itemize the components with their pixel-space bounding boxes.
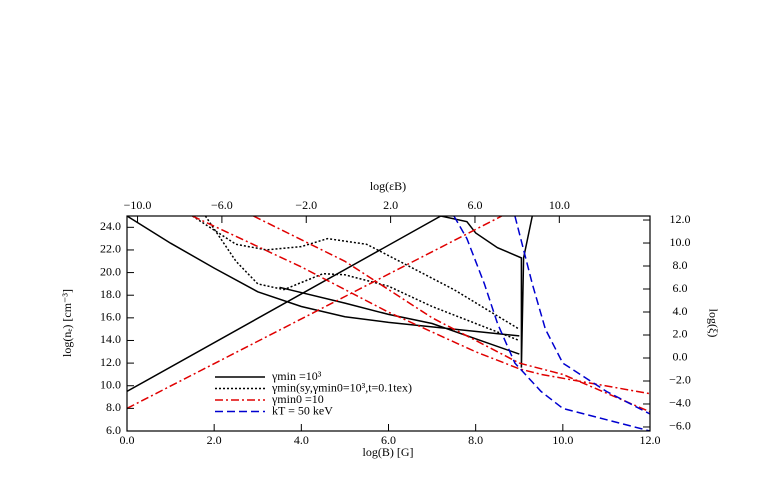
x2-tick-label: −10.0: [124, 198, 152, 212]
y2-tick-label: 10.0: [670, 235, 691, 249]
x-tick-label: 4.0: [294, 433, 309, 447]
y2-tick-label: 6.0: [673, 281, 688, 295]
series-line: [127, 216, 534, 393]
plot-frame: [126, 215, 651, 432]
y-tick-label: 6.0: [106, 423, 121, 437]
x2-tick-label: 2.0: [383, 198, 398, 212]
y-tick-label: 8.0: [106, 400, 121, 414]
y-tick-label: 10.0: [100, 377, 121, 391]
y2-tick-label: −4.0: [669, 396, 691, 410]
legend-label: γmin0 =10: [271, 392, 324, 406]
x2-tick-label: −6.0: [211, 198, 233, 212]
y2-tick-label: 0.0: [673, 350, 688, 364]
x-tick-label: 2.0: [207, 433, 222, 447]
y2-tick-label: 8.0: [673, 258, 688, 272]
x2-tick-label: −2.0: [295, 198, 317, 212]
y-axis-title: log(nₑ) [cm⁻³]: [60, 289, 74, 357]
y-tick-label: 14.0: [100, 332, 121, 346]
y-tick-label: 12.0: [100, 355, 121, 369]
y2-tick-label: 2.0: [673, 327, 688, 341]
y2-tick-label: 12.0: [670, 212, 691, 226]
y-tick-label: 18.0: [100, 287, 121, 301]
y-tick-label: 22.0: [100, 242, 121, 256]
y-tick-label: 16.0: [100, 310, 121, 324]
x-tick-label: 12.0: [640, 433, 661, 447]
series-line: [127, 216, 650, 413]
y-tick-label: 24.0: [100, 219, 121, 233]
x-axis-title: log(B) [G]: [363, 445, 414, 459]
x-tick-label: 8.0: [468, 433, 483, 447]
y2-tick-label: 4.0: [673, 304, 688, 318]
x2-tick-label: 10.0: [549, 198, 570, 212]
series-line: [191, 216, 520, 342]
y2-axis-title: log(ξ): [706, 309, 720, 338]
x2-tick-label: 6.0: [467, 198, 482, 212]
y2-tick-label: −2.0: [669, 373, 691, 387]
series-line: [453, 216, 650, 431]
legend-label: γmin =10³: [271, 369, 322, 383]
y2-tick-label: −6.0: [669, 419, 691, 433]
y-tick-label: 20.0: [100, 264, 121, 278]
x-tick-label: 6.0: [381, 433, 396, 447]
x-tick-label: 10.0: [552, 433, 573, 447]
top-axis-title: log(εB): [370, 179, 406, 193]
legend-label: kT = 50 keV: [272, 403, 333, 417]
x-tick-label: 0.0: [120, 433, 135, 447]
legend-label: γmin(sy,γmin0=10³,t=0.1tex): [271, 380, 412, 394]
